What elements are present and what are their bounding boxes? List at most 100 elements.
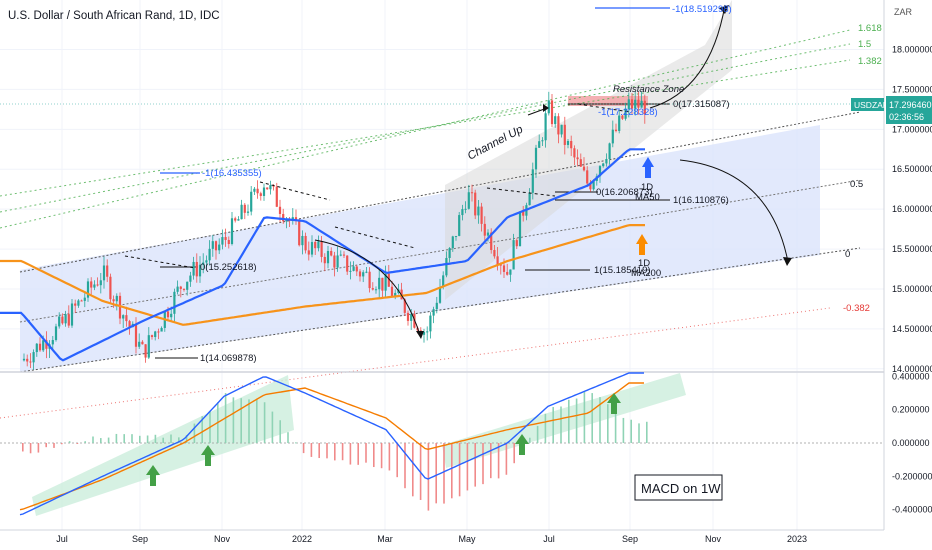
candle-body <box>99 280 102 286</box>
histogram-bar <box>193 423 196 443</box>
candle-body <box>157 331 160 333</box>
candle-body <box>83 297 86 301</box>
projection-arrows <box>314 4 789 336</box>
histogram-bar <box>302 443 305 454</box>
candle-body <box>64 314 67 324</box>
histogram-bar <box>646 421 648 443</box>
histogram-bar <box>482 443 484 485</box>
price-tick-label: 17.000000 <box>892 124 932 134</box>
price-tick-label: 14.500000 <box>892 324 932 334</box>
candle-body <box>403 299 406 313</box>
histogram-bar <box>61 443 63 445</box>
resistance-zone-label: Resistance Zone <box>613 84 684 95</box>
candle-body <box>435 302 438 310</box>
candle-body <box>330 250 333 256</box>
candle-body <box>304 235 307 251</box>
candle-body <box>227 239 230 245</box>
fib-1382-line <box>0 59 851 197</box>
candle-body <box>323 256 326 264</box>
candle-body <box>342 254 346 256</box>
candle-body <box>518 211 522 247</box>
candle-body <box>374 289 378 291</box>
fib-1618-label: 1.618 <box>858 23 882 34</box>
histogram-bar <box>474 443 476 487</box>
candle-body <box>458 215 461 236</box>
candle-body <box>579 159 582 167</box>
histogram-bar <box>107 437 110 443</box>
histogram-bar <box>583 391 586 443</box>
channel-upper-border <box>19 111 861 273</box>
histogram-bar <box>318 443 320 459</box>
fib-low1-label: 1(15.185419) <box>594 265 651 276</box>
last-price-label: 17.296460 <box>889 100 932 110</box>
candle-body <box>547 100 550 114</box>
macd-signal-line <box>19 382 644 511</box>
candle-body <box>96 284 99 286</box>
fib-left0-label: 0(15.252618) <box>200 262 257 273</box>
time-tick-label: Sep <box>622 534 638 544</box>
candle-body <box>496 256 499 265</box>
candle-body <box>35 343 38 353</box>
histogram-bar <box>458 443 461 497</box>
candle-body <box>442 275 445 288</box>
candle-body <box>298 220 301 246</box>
price-tick-label: 17.500000 <box>892 84 932 94</box>
candle-body <box>122 315 125 319</box>
candle-body <box>624 109 627 119</box>
candle-body <box>307 250 310 255</box>
price-candles <box>22 91 646 370</box>
candle-body <box>570 140 573 149</box>
fib-neg0382-label: -0.382 <box>843 303 870 314</box>
candle-body <box>45 340 48 349</box>
candle-body <box>541 140 544 142</box>
candle-body <box>202 262 205 265</box>
candle-body <box>474 192 477 216</box>
candle-body <box>189 275 192 282</box>
candle-body <box>358 271 362 277</box>
histogram-bar <box>427 443 430 511</box>
candle-body <box>384 273 387 291</box>
fib-1618-line <box>0 29 851 229</box>
candle-body <box>314 242 317 249</box>
candle-body <box>643 100 646 115</box>
candle-body <box>477 206 480 216</box>
histogram-bar <box>162 437 164 443</box>
histogram-bar <box>334 443 336 461</box>
candle-body <box>371 288 374 290</box>
candle-body <box>602 163 605 167</box>
histogram-bar <box>536 425 539 443</box>
macd-label-box <box>634 474 723 501</box>
fib-mid0-label: 0(16.206873) <box>596 187 653 198</box>
candle-body <box>614 129 618 131</box>
candle-body <box>634 99 637 109</box>
candle-body <box>294 217 298 221</box>
candle-body <box>483 223 486 236</box>
candle-body <box>109 276 112 300</box>
candle-body <box>173 291 176 314</box>
histogram-bar <box>380 443 383 469</box>
candle-body <box>544 113 547 141</box>
candle-body <box>198 264 202 277</box>
histogram-bar <box>373 443 375 468</box>
candle-body <box>253 188 256 192</box>
histogram-bar <box>154 434 157 443</box>
histogram-bar <box>638 423 640 443</box>
candle-body <box>54 326 58 341</box>
candle-body <box>221 237 224 245</box>
candle-body <box>246 211 250 213</box>
histogram-bar <box>131 434 133 443</box>
histogram-bar <box>45 443 47 448</box>
candle-body <box>179 286 182 289</box>
green-arrow-3 <box>515 434 529 455</box>
candle-body <box>74 303 77 306</box>
candle-body <box>554 116 557 125</box>
ma200-label-2: MA200 <box>631 268 661 279</box>
candle-body <box>563 124 566 145</box>
candle-body <box>320 241 323 257</box>
histogram-bar <box>22 443 24 452</box>
candle-body <box>451 236 454 249</box>
histogram-bar <box>591 393 593 443</box>
candle-body <box>480 206 483 224</box>
histogram-bar <box>271 411 274 443</box>
candle-body <box>93 284 96 288</box>
